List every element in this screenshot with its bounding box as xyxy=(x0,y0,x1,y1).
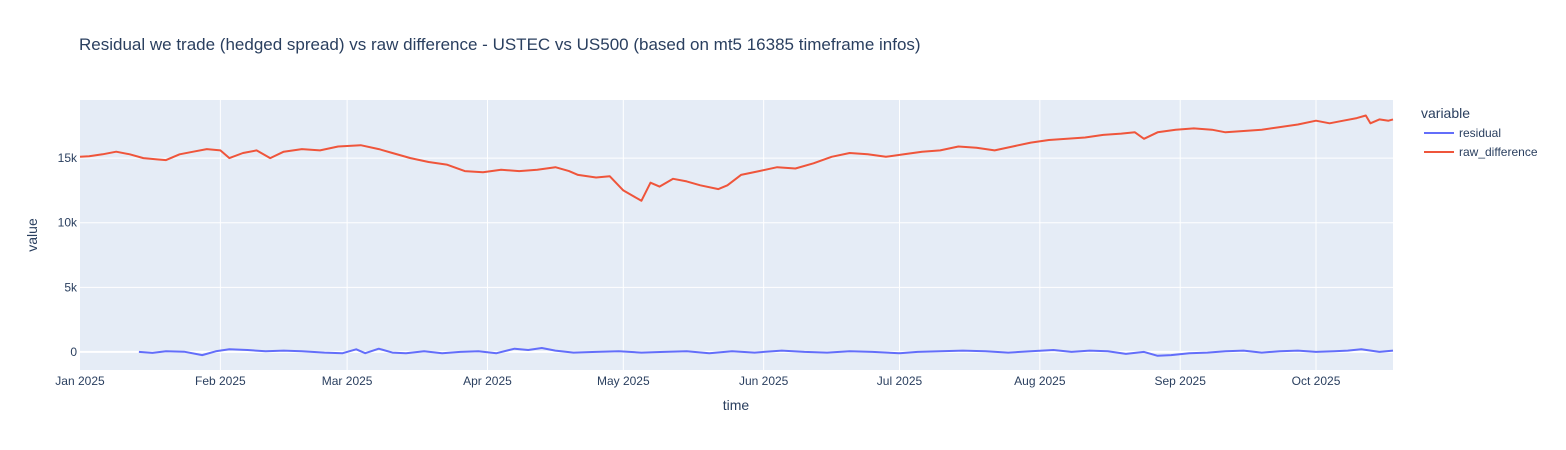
x-tick-label: Oct 2025 xyxy=(1292,374,1341,388)
x-tick-label: Sep 2025 xyxy=(1155,374,1207,388)
y-tick-label: 5k xyxy=(64,280,78,294)
x-tick-label: May 2025 xyxy=(597,374,650,388)
x-tick-label: Mar 2025 xyxy=(322,374,373,388)
x-tick-label: Aug 2025 xyxy=(1014,374,1066,388)
legend-title: variable xyxy=(1421,105,1470,121)
x-tick-label: Jun 2025 xyxy=(739,374,789,388)
x-axis-ticks: Jan 2025 Feb 2025 Mar 2025 Apr 2025 May 2025… xyxy=(55,374,1340,388)
y-tick-label: 0 xyxy=(70,345,77,359)
legend: variable residual raw_difference xyxy=(1421,105,1538,159)
x-axis-title: time xyxy=(723,397,750,413)
y-axis-title: value xyxy=(24,218,40,252)
x-tick-label: Apr 2025 xyxy=(463,374,512,388)
x-tick-label: Jan 2025 xyxy=(55,374,105,388)
plot-area xyxy=(80,100,1393,370)
y-tick-label: 15k xyxy=(58,151,78,165)
x-tick-label: Jul 2025 xyxy=(877,374,923,388)
legend-label-residual: residual xyxy=(1459,126,1501,140)
x-tick-label: Feb 2025 xyxy=(195,374,246,388)
chart-title: Residual we trade (hedged spread) vs raw… xyxy=(79,35,921,54)
y-axis-ticks: 0 5k 10k 15k xyxy=(58,151,78,359)
series-layer xyxy=(79,114,1394,357)
legend-label-raw-difference: raw_difference xyxy=(1459,145,1538,159)
series-line-raw-difference xyxy=(79,114,1394,202)
series-line-residual xyxy=(138,347,1394,357)
y-tick-label: 10k xyxy=(58,216,78,230)
